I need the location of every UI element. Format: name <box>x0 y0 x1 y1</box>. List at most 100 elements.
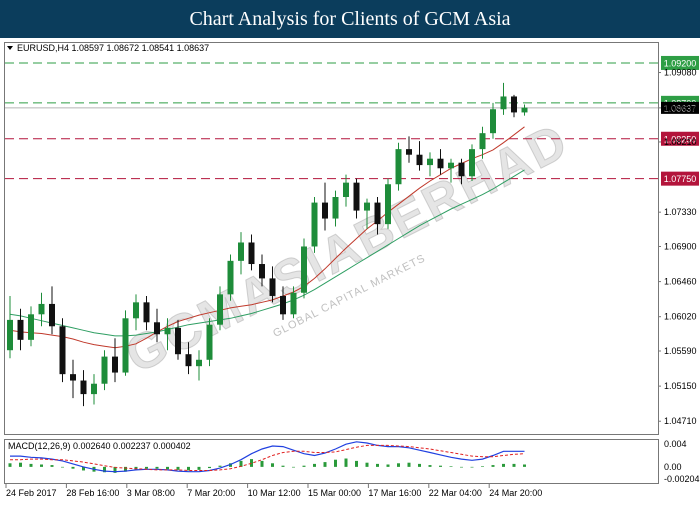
candle <box>17 308 24 351</box>
macd-tick-label: 0.00 <box>664 462 682 472</box>
macd-histogram-bar <box>470 466 474 468</box>
candle <box>448 158 454 183</box>
time-tick-label: 24 Feb 2017 <box>6 488 57 498</box>
time-tick-label: 7 Mar 20:00 <box>187 488 235 498</box>
moving-averages <box>9 126 525 349</box>
candle <box>343 174 349 207</box>
macd-histogram-bar <box>71 466 75 469</box>
candle <box>185 342 192 375</box>
collapse-triangle-icon[interactable] <box>7 46 13 50</box>
candle <box>59 318 66 383</box>
macd-tick-label: -0.00204 <box>664 474 700 484</box>
macd-histogram-bar <box>113 466 117 473</box>
macd-histogram-bar <box>302 465 306 467</box>
macd-histogram-bar <box>523 464 526 467</box>
candle <box>458 158 465 185</box>
macd-histogram-bar <box>355 460 358 467</box>
macd-histogram-bar <box>29 463 33 467</box>
candle <box>91 374 97 405</box>
macd-histogram-bar <box>50 465 54 467</box>
candle <box>122 310 129 376</box>
macd-histogram-bar <box>124 466 127 472</box>
time-tick-label: 10 Mar 12:00 <box>248 488 301 498</box>
current-price-label: 1.08637 <box>664 103 697 113</box>
time-tick-label: 3 Mar 08:00 <box>127 488 175 498</box>
time-axis: 24 Feb 2017 28 Feb 16:00 3 Mar 08:00 7 Mar … <box>5 484 542 498</box>
candle <box>269 266 276 303</box>
macd-histogram-bar <box>61 466 64 468</box>
macd-histogram-bar <box>449 466 453 467</box>
candle <box>322 182 328 231</box>
macd-histogram-bar <box>428 465 432 467</box>
macd-histogram-bar <box>145 466 148 469</box>
candle <box>112 338 118 383</box>
candle <box>500 82 507 115</box>
candle <box>227 254 234 301</box>
macd-histogram-bar <box>239 460 243 467</box>
candle <box>217 286 223 331</box>
macd-histogram-bar <box>365 462 369 467</box>
macd-histogram-bar <box>40 464 43 467</box>
symbol-header: EURUSD,H4 1.08597 1.08672 1.08541 1.0863… <box>17 43 209 53</box>
candle <box>101 350 108 391</box>
candle <box>196 350 202 381</box>
macd-histogram-bar <box>155 466 159 469</box>
time-tick-label: 24 Mar 20:00 <box>489 488 542 498</box>
candle <box>154 308 160 343</box>
price-tick-label: 1.06020 <box>664 312 697 322</box>
time-tick-label: 15 Mar 00:00 <box>308 488 361 498</box>
moving-average-line <box>9 126 525 349</box>
macd-signal-line <box>10 444 525 471</box>
price-tick-label: 1.06460 <box>664 277 697 287</box>
candle <box>311 197 318 253</box>
candle <box>427 152 433 177</box>
macd-histogram-bar <box>460 466 463 468</box>
macd-line <box>10 441 525 473</box>
macd-tick-label: 0.004 <box>664 439 687 449</box>
candle <box>7 295 13 359</box>
level-label: 1.09200 <box>664 58 697 68</box>
time-tick-label: 28 Feb 16:00 <box>66 488 119 498</box>
candle <box>406 136 412 163</box>
macd-histogram-bar <box>407 462 411 467</box>
level-label: 1.08250 <box>664 134 697 144</box>
price-chart-svg: GCMASIABERHAD GLOBAL CAPITAL MARKETS 1.0… <box>4 42 700 498</box>
candle <box>353 178 360 219</box>
candle <box>290 286 297 319</box>
candle <box>38 292 45 327</box>
candle <box>479 126 486 159</box>
macd-histogram-bar <box>208 466 211 469</box>
candle <box>49 286 55 335</box>
macd-histogram-bar <box>313 463 316 467</box>
time-tick-label: 17 Mar 16:00 <box>368 488 421 498</box>
candle <box>259 254 265 287</box>
moving-average-line <box>9 169 525 337</box>
macd-histogram-bar <box>334 459 337 467</box>
candle <box>490 102 496 139</box>
macd-histogram-bar <box>250 459 253 467</box>
macd-histogram-bar <box>439 465 442 467</box>
level-label-box <box>661 55 699 70</box>
level-label-box <box>661 131 699 146</box>
candle <box>469 144 475 182</box>
candle <box>301 238 307 299</box>
chart-area: GCMASIABERHAD GLOBAL CAPITAL MARKETS 1.0… <box>0 38 700 500</box>
current-price-box <box>661 101 699 114</box>
candle <box>385 178 391 229</box>
macd-histogram-bar <box>187 466 190 471</box>
candle <box>511 94 517 118</box>
candle <box>238 232 244 275</box>
candle <box>280 286 286 320</box>
price-tick-label: 1.05590 <box>664 346 697 356</box>
macd-histogram-bar <box>197 466 201 470</box>
candle <box>395 142 402 191</box>
macd-histogram-bar <box>491 465 495 467</box>
price-tick-label: 1.04710 <box>664 416 697 426</box>
price-tick-label: 1.05150 <box>664 381 697 391</box>
candle <box>175 319 181 360</box>
macd-histogram-bar <box>82 466 85 471</box>
macd-histogram-bar <box>512 463 516 467</box>
macd-histogram-bar <box>344 458 348 467</box>
macd-histogram-bar <box>502 463 505 467</box>
